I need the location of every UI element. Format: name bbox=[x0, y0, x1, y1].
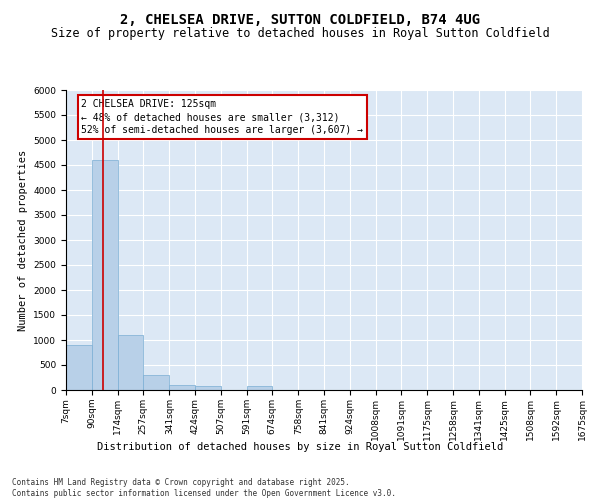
Bar bbox=[247, 386, 272, 390]
Text: 2, CHELSEA DRIVE, SUTTON COLDFIELD, B74 4UG: 2, CHELSEA DRIVE, SUTTON COLDFIELD, B74 … bbox=[120, 12, 480, 26]
Bar bbox=[92, 160, 118, 390]
Text: Contains HM Land Registry data © Crown copyright and database right 2025.
Contai: Contains HM Land Registry data © Crown c… bbox=[12, 478, 396, 498]
Bar bbox=[195, 386, 221, 390]
Bar bbox=[143, 375, 169, 390]
Bar bbox=[66, 345, 92, 390]
Bar bbox=[118, 335, 143, 390]
Text: Size of property relative to detached houses in Royal Sutton Coldfield: Size of property relative to detached ho… bbox=[50, 28, 550, 40]
Y-axis label: Number of detached properties: Number of detached properties bbox=[18, 150, 28, 330]
Bar bbox=[169, 385, 195, 390]
Text: 2 CHELSEA DRIVE: 125sqm
← 48% of detached houses are smaller (3,312)
52% of semi: 2 CHELSEA DRIVE: 125sqm ← 48% of detache… bbox=[82, 99, 364, 136]
Text: Distribution of detached houses by size in Royal Sutton Coldfield: Distribution of detached houses by size … bbox=[97, 442, 503, 452]
